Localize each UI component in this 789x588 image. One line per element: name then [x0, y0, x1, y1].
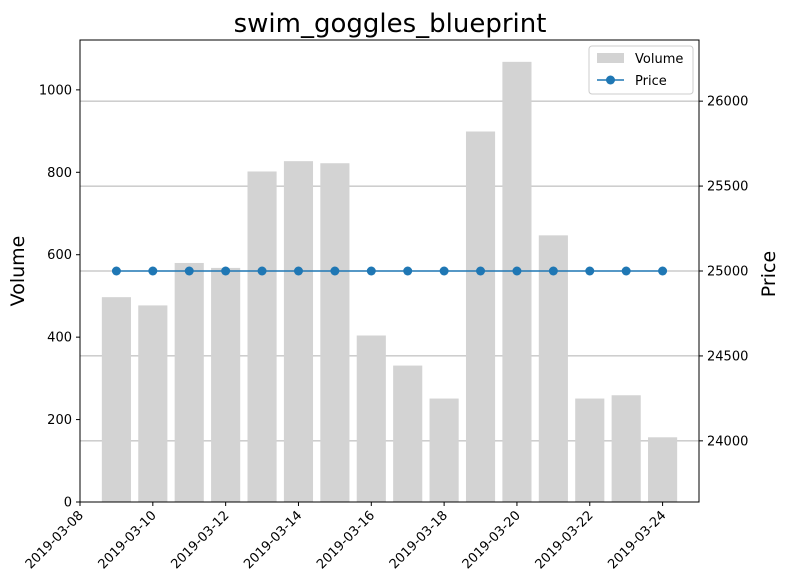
price-point-2019-03-16 [366, 266, 376, 276]
volume-bar-2019-03-10 [138, 305, 168, 502]
volume-bar-2019-03-20 [502, 61, 532, 503]
left-tick-label-1000: 1000 [39, 83, 72, 98]
right-tick-label-26000: 26000 [707, 95, 748, 110]
volume-bar-2019-03-21 [538, 235, 568, 502]
x-tick-label-2019-03-14: 2019-03-14 [241, 508, 305, 572]
right-tick-label-25000: 25000 [707, 265, 748, 280]
volume-bars [101, 61, 678, 503]
left-tick-label-400: 400 [47, 331, 72, 346]
price-point-2019-03-12 [221, 266, 231, 276]
volume-bar-2019-03-23 [611, 395, 641, 502]
legend-label-price: Price [635, 74, 667, 89]
price-point-2019-03-19 [476, 266, 486, 276]
price-point-2019-03-17 [403, 266, 413, 276]
legend-swatch-volume [597, 53, 624, 63]
chart-title: swim_goggles_blueprint [234, 9, 547, 39]
left-axis-label: Volume [7, 236, 29, 307]
right-tick-label-24500: 24500 [707, 349, 748, 364]
volume-bar-2019-03-15 [320, 163, 350, 502]
left-tick-label-200: 200 [47, 413, 72, 428]
right-tick-label-25500: 25500 [707, 180, 748, 195]
right-axis: 24000 24500 25000 25500 26000 [699, 95, 748, 449]
price-point-2019-03-22 [585, 266, 595, 276]
left-axis: 0 200 400 600 800 1000 [39, 83, 80, 511]
right-axis-label: Price [758, 251, 780, 297]
x-tick-label-2019-03-16: 2019-03-16 [314, 508, 378, 572]
volume-bar-2019-03-09 [101, 297, 131, 502]
price-point-2019-03-10 [148, 266, 158, 276]
volume-bar-2019-03-22 [575, 398, 605, 502]
volume-bar-2019-03-18 [429, 398, 459, 502]
left-tick-label-800: 800 [47, 166, 72, 181]
price-line [111, 266, 668, 276]
volume-bar-2019-03-24 [648, 437, 678, 502]
volume-bar-2019-03-16 [356, 335, 386, 502]
left-tick-label-600: 600 [47, 248, 72, 263]
volume-bar-2019-03-19 [465, 131, 496, 502]
x-axis: 2019-03-08 2019-03-10 2019-03-12 2019-03-14… [23, 502, 669, 572]
x-tick-label-2019-03-18: 2019-03-18 [387, 508, 451, 572]
volume-bar-2019-03-12 [211, 267, 241, 502]
x-tick-label-2019-03-10: 2019-03-10 [96, 508, 160, 572]
x-tick-label-2019-03-24: 2019-03-24 [605, 508, 669, 572]
left-tick-label-0: 0 [64, 496, 72, 511]
volume-bar-2019-03-13 [247, 171, 277, 502]
x-tick-label-2019-03-22: 2019-03-22 [533, 508, 597, 572]
price-point-2019-03-14 [293, 266, 303, 276]
price-point-2019-03-11 [184, 266, 194, 276]
volume-bar-2019-03-17 [393, 365, 423, 502]
legend: Volume Price [588, 45, 694, 95]
price-point-2019-03-20 [512, 266, 522, 276]
price-point-2019-03-13 [257, 266, 267, 276]
price-point-2019-03-18 [439, 266, 449, 276]
right-tick-label-24000: 24000 [707, 434, 748, 449]
legend-label-volume: Volume [635, 52, 683, 67]
x-tick-label-2019-03-20: 2019-03-20 [460, 508, 524, 572]
price-point-2019-03-24 [658, 266, 668, 276]
volume-bar-2019-03-14 [283, 161, 314, 502]
legend-swatch-price-marker [606, 75, 615, 85]
price-point-2019-03-21 [548, 266, 558, 276]
volume-bar-2019-03-11 [174, 262, 204, 502]
x-tick-label-2019-03-08: 2019-03-08 [23, 508, 87, 572]
price-point-2019-03-23 [621, 266, 631, 276]
price-point-2019-03-09 [111, 266, 121, 276]
price-point-2019-03-15 [330, 266, 340, 276]
x-tick-label-2019-03-12: 2019-03-12 [168, 508, 232, 572]
